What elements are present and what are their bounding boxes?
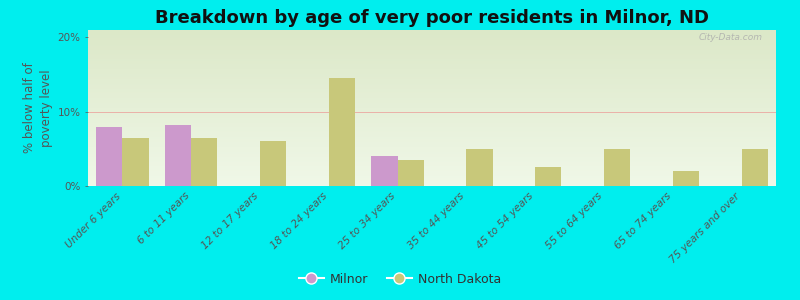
Bar [165, 125, 191, 186]
Bar [329, 78, 355, 186]
Bar [122, 138, 149, 186]
Bar [260, 141, 286, 186]
Text: City-Data.com: City-Data.com [698, 33, 762, 42]
Bar [604, 149, 630, 186]
Bar [466, 149, 493, 186]
Bar [673, 171, 699, 186]
Bar [371, 156, 398, 186]
Title: Breakdown by age of very poor residents in Milnor, ND: Breakdown by age of very poor residents … [155, 9, 709, 27]
Bar [398, 160, 424, 186]
Bar [96, 127, 122, 186]
Legend: Milnor, North Dakota: Milnor, North Dakota [294, 268, 506, 291]
Bar [191, 138, 218, 186]
Y-axis label: % below half of
poverty level: % below half of poverty level [23, 63, 53, 153]
Bar [742, 149, 768, 186]
Bar [535, 167, 562, 186]
